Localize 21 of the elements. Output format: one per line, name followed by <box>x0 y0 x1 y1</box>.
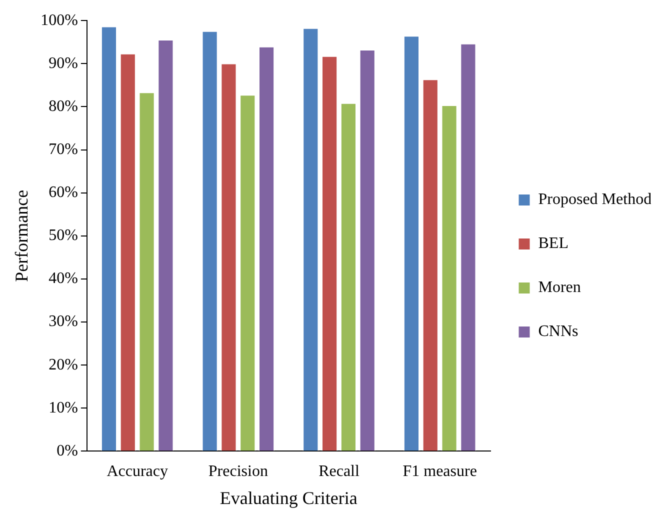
x-tick-label: Precision <box>208 463 268 480</box>
y-tick-label: 0% <box>56 442 78 460</box>
x-tick-label: Accuracy <box>106 463 168 480</box>
y-tick-label: 70% <box>48 140 78 158</box>
y-tick-label: 90% <box>48 54 78 72</box>
y-tick-label: 100% <box>40 12 78 29</box>
y-tick-label: 30% <box>48 313 78 330</box>
x-tick-label: F1 measure <box>402 463 477 480</box>
y-tick-label: 60% <box>48 184 78 202</box>
legend-label: BEL <box>538 235 568 252</box>
y-axis-title: Performance <box>12 190 32 282</box>
y-tick-label: 50% <box>48 227 78 244</box>
y-tick-label: 20% <box>48 356 78 374</box>
legend-label: Moren <box>538 279 581 296</box>
y-tick-label: 80% <box>48 98 78 115</box>
x-tick-label: Recall <box>318 463 360 480</box>
legend-label: CNNs <box>538 323 578 340</box>
y-tick-label: 40% <box>48 270 78 288</box>
y-tick-label: 10% <box>48 399 78 416</box>
legend-label: Proposed Method <box>538 191 652 208</box>
x-axis-title: Evaluating Criteria <box>220 488 358 508</box>
